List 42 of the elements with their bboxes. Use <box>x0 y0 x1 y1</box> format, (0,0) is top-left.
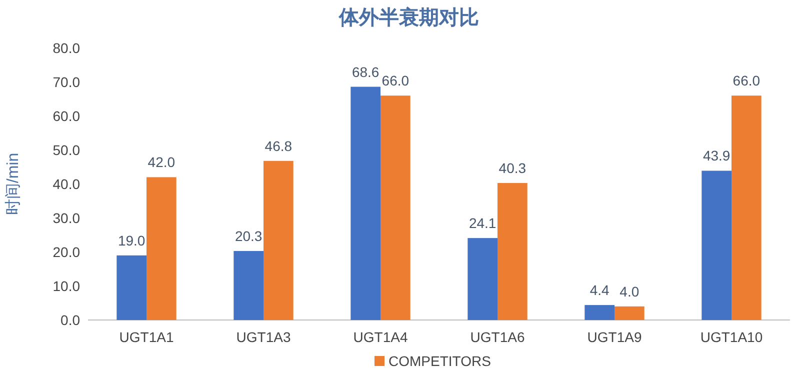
bar <box>380 96 410 320</box>
y-tick-label: 70.0 <box>52 74 80 90</box>
data-label: 66.0 <box>382 72 410 89</box>
chart-title: 体外半衰期对比 <box>338 6 479 29</box>
data-label: 24.1 <box>468 215 496 232</box>
data-label: 66.0 <box>732 72 760 89</box>
data-label: 40.3 <box>498 160 526 176</box>
data-label: 68.6 <box>352 64 380 80</box>
y-tick-label: 30.0 <box>52 210 80 226</box>
bar <box>498 182 528 320</box>
bar <box>234 250 264 320</box>
bar <box>264 160 294 320</box>
x-tick-label: UGT1A9 <box>587 329 642 345</box>
y-tick-label: 20.0 <box>52 244 80 260</box>
bar <box>116 255 146 320</box>
data-label: 4.4 <box>590 282 610 298</box>
x-tick-label: UGT1A4 <box>353 329 408 345</box>
bar <box>584 305 614 320</box>
data-label: 4.0 <box>620 283 640 300</box>
x-tick-label: UGT1A3 <box>236 329 291 345</box>
bar <box>146 177 176 320</box>
bar <box>732 96 762 320</box>
x-tick-label: UGT1A1 <box>119 329 174 345</box>
bar <box>702 170 732 320</box>
y-tick-label: 10.0 <box>52 278 80 294</box>
data-label: 20.3 <box>234 228 262 244</box>
bar <box>350 86 380 320</box>
bar <box>614 306 644 320</box>
y-tick-label: 60.0 <box>52 108 80 124</box>
y-tick-label: 40.0 <box>52 176 80 192</box>
y-tick-label: 80.0 <box>52 40 80 56</box>
x-tick-label: UGT1A6 <box>470 329 525 345</box>
y-tick-label: 50.0 <box>52 142 80 158</box>
data-label: 19.0 <box>118 232 146 248</box>
x-tick-label: UGT1A10 <box>700 329 763 345</box>
y-axis-title: 时间/min <box>4 152 22 216</box>
data-label: 43.9 <box>702 148 730 164</box>
data-label: 46.8 <box>264 138 292 154</box>
y-tick-label: 0.0 <box>60 312 80 328</box>
data-label: 42.0 <box>148 154 176 170</box>
bar <box>468 238 498 320</box>
legend: COMPETITORS <box>374 353 491 369</box>
